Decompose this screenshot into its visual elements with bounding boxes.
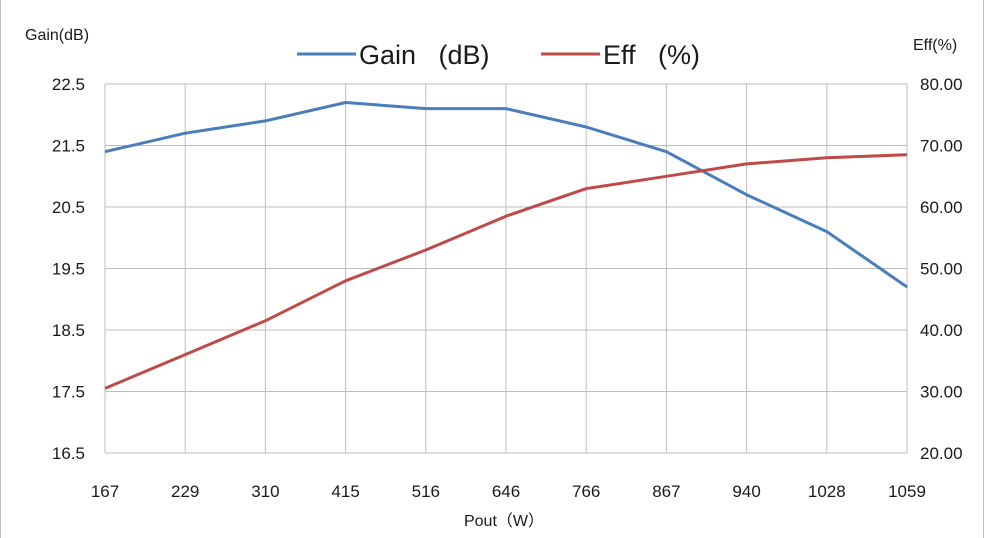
- legend-label-gain: Gain (dB): [359, 40, 490, 70]
- x-tick-label: 646: [492, 482, 520, 501]
- x-tick-label: 1028: [808, 482, 846, 501]
- left-axis-title: Gain(dB): [25, 27, 89, 44]
- grid-layer: [104, 83, 908, 454]
- x-tick-label: 1059: [888, 482, 926, 501]
- right-tick-label: 40.00: [920, 321, 963, 340]
- right-tick-label: 70.00: [920, 137, 963, 156]
- left-tick-label: 21.5: [52, 137, 85, 156]
- series-line-gain: [104, 101, 908, 289]
- right-tick-label: 20.00: [920, 444, 963, 463]
- x-tick-label: 766: [572, 482, 600, 501]
- legend: Gain (dB) Eff (%): [297, 40, 700, 70]
- series-line-eff: [104, 153, 908, 390]
- right-axis-title: Eff(%): [913, 37, 957, 54]
- legend-label-eff: Eff (%): [603, 40, 700, 70]
- left-tick-label: 19.5: [52, 260, 85, 279]
- x-tick-label: 415: [331, 482, 359, 501]
- right-tick-label: 50.00: [920, 260, 963, 279]
- left-tick-label: 18.5: [52, 321, 85, 340]
- right-tick-label: 60.00: [920, 198, 963, 217]
- right-tick-label: 30.00: [920, 383, 963, 402]
- series-layer: [104, 101, 908, 390]
- x-tick-label: 310: [251, 482, 279, 501]
- x-tick-label: 867: [652, 482, 680, 501]
- x-axis-ticks: 167 229 310 415 516 646 766 867 940 1028 1059: [91, 482, 926, 501]
- left-tick-label: 22.5: [52, 75, 85, 94]
- x-tick-label: 516: [412, 482, 440, 501]
- x-tick-label: 940: [732, 482, 760, 501]
- left-axis-ticks: 16.5 17.5 18.5 19.5 20.5 21.5 22.5: [52, 75, 85, 463]
- left-tick-label: 17.5: [52, 383, 85, 402]
- right-axis-ticks: 20.00 30.00 40.00 50.00 60.00 70.00 80.00: [920, 75, 963, 463]
- right-tick-label: 80.00: [920, 75, 963, 94]
- x-axis-title: Pout（W）: [464, 512, 544, 530]
- x-tick-label: 229: [171, 482, 199, 501]
- x-tick-label: 167: [91, 482, 119, 501]
- left-tick-label: 20.5: [52, 198, 85, 217]
- left-tick-label: 16.5: [52, 444, 85, 463]
